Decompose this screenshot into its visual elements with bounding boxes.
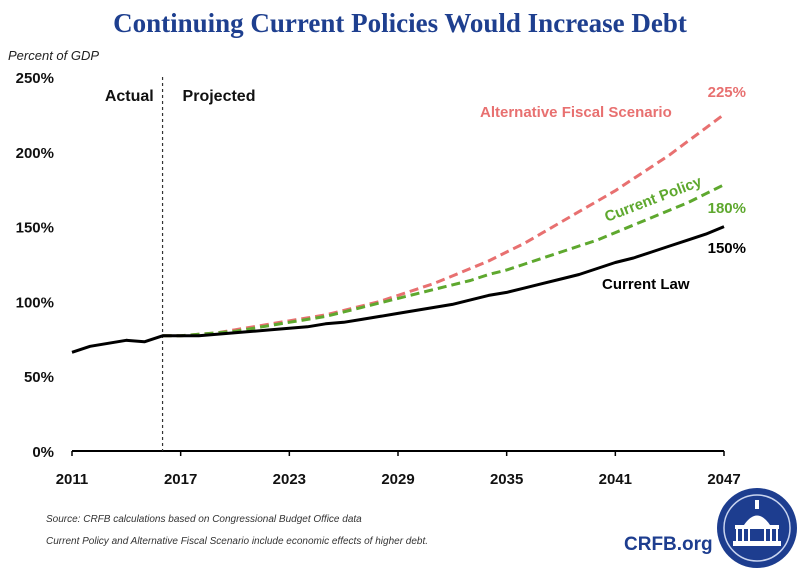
crfb-seal-logo (717, 488, 797, 568)
projected-label: Projected (183, 88, 256, 105)
series-line-current-policy (162, 183, 725, 338)
x-tick-label: 2041 (599, 471, 632, 488)
x-axis-ticks: 2011 2017 2023 2029 2035 2041 2047 (56, 451, 741, 488)
series-line-current-law (71, 225, 725, 354)
actual-label: Actual (105, 88, 154, 105)
x-tick-label: 2011 (56, 471, 89, 488)
x-tick-label: 2035 (490, 471, 523, 488)
x-tick-label: 2017 (164, 471, 197, 488)
series-label-alternative: Alternative Fiscal Scenario (480, 104, 672, 121)
x-tick-label: 2047 (707, 471, 740, 488)
y-tick-label: 250% (16, 70, 54, 87)
x-tick-label: 2023 (273, 471, 306, 488)
series-lines (71, 113, 725, 354)
end-label-current-law: 150% (708, 240, 746, 257)
y-axis-label: Percent of GDP (8, 48, 99, 63)
y-tick-label: 50% (24, 369, 54, 386)
y-axis-ticks: 0% 50% 100% 150% 200% 250% (16, 70, 54, 461)
y-tick-label: 200% (16, 145, 54, 162)
x-tick-label: 2029 (381, 471, 414, 488)
series-line-alternative-fiscal-scenario (162, 113, 725, 338)
y-tick-label: 150% (16, 220, 54, 237)
brand-text: CRFB.org (624, 534, 713, 555)
end-label-alternative: 225% (708, 84, 746, 101)
series-label-current-law: Current Law (602, 276, 690, 293)
chart-title: Continuing Current Policies Would Increa… (113, 8, 687, 38)
source-note: Source: CRFB calculations based on Congr… (46, 514, 362, 525)
y-tick-label: 100% (16, 294, 54, 311)
y-tick-label: 0% (32, 444, 54, 461)
end-label-current-policy: 180% (708, 200, 746, 217)
footnote: Current Policy and Alternative Fiscal Sc… (46, 536, 428, 547)
